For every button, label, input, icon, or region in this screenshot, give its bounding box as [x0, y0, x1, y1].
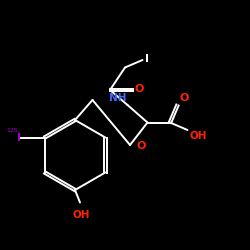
- Text: O: O: [134, 84, 144, 94]
- Text: O: O: [136, 141, 145, 151]
- Text: OH: OH: [190, 131, 207, 141]
- Text: O: O: [180, 93, 189, 103]
- Text: OH: OH: [72, 210, 90, 220]
- Text: NH: NH: [109, 93, 126, 103]
- Text: 125: 125: [7, 128, 18, 133]
- Text: I: I: [145, 54, 149, 64]
- Text: I: I: [17, 133, 21, 143]
